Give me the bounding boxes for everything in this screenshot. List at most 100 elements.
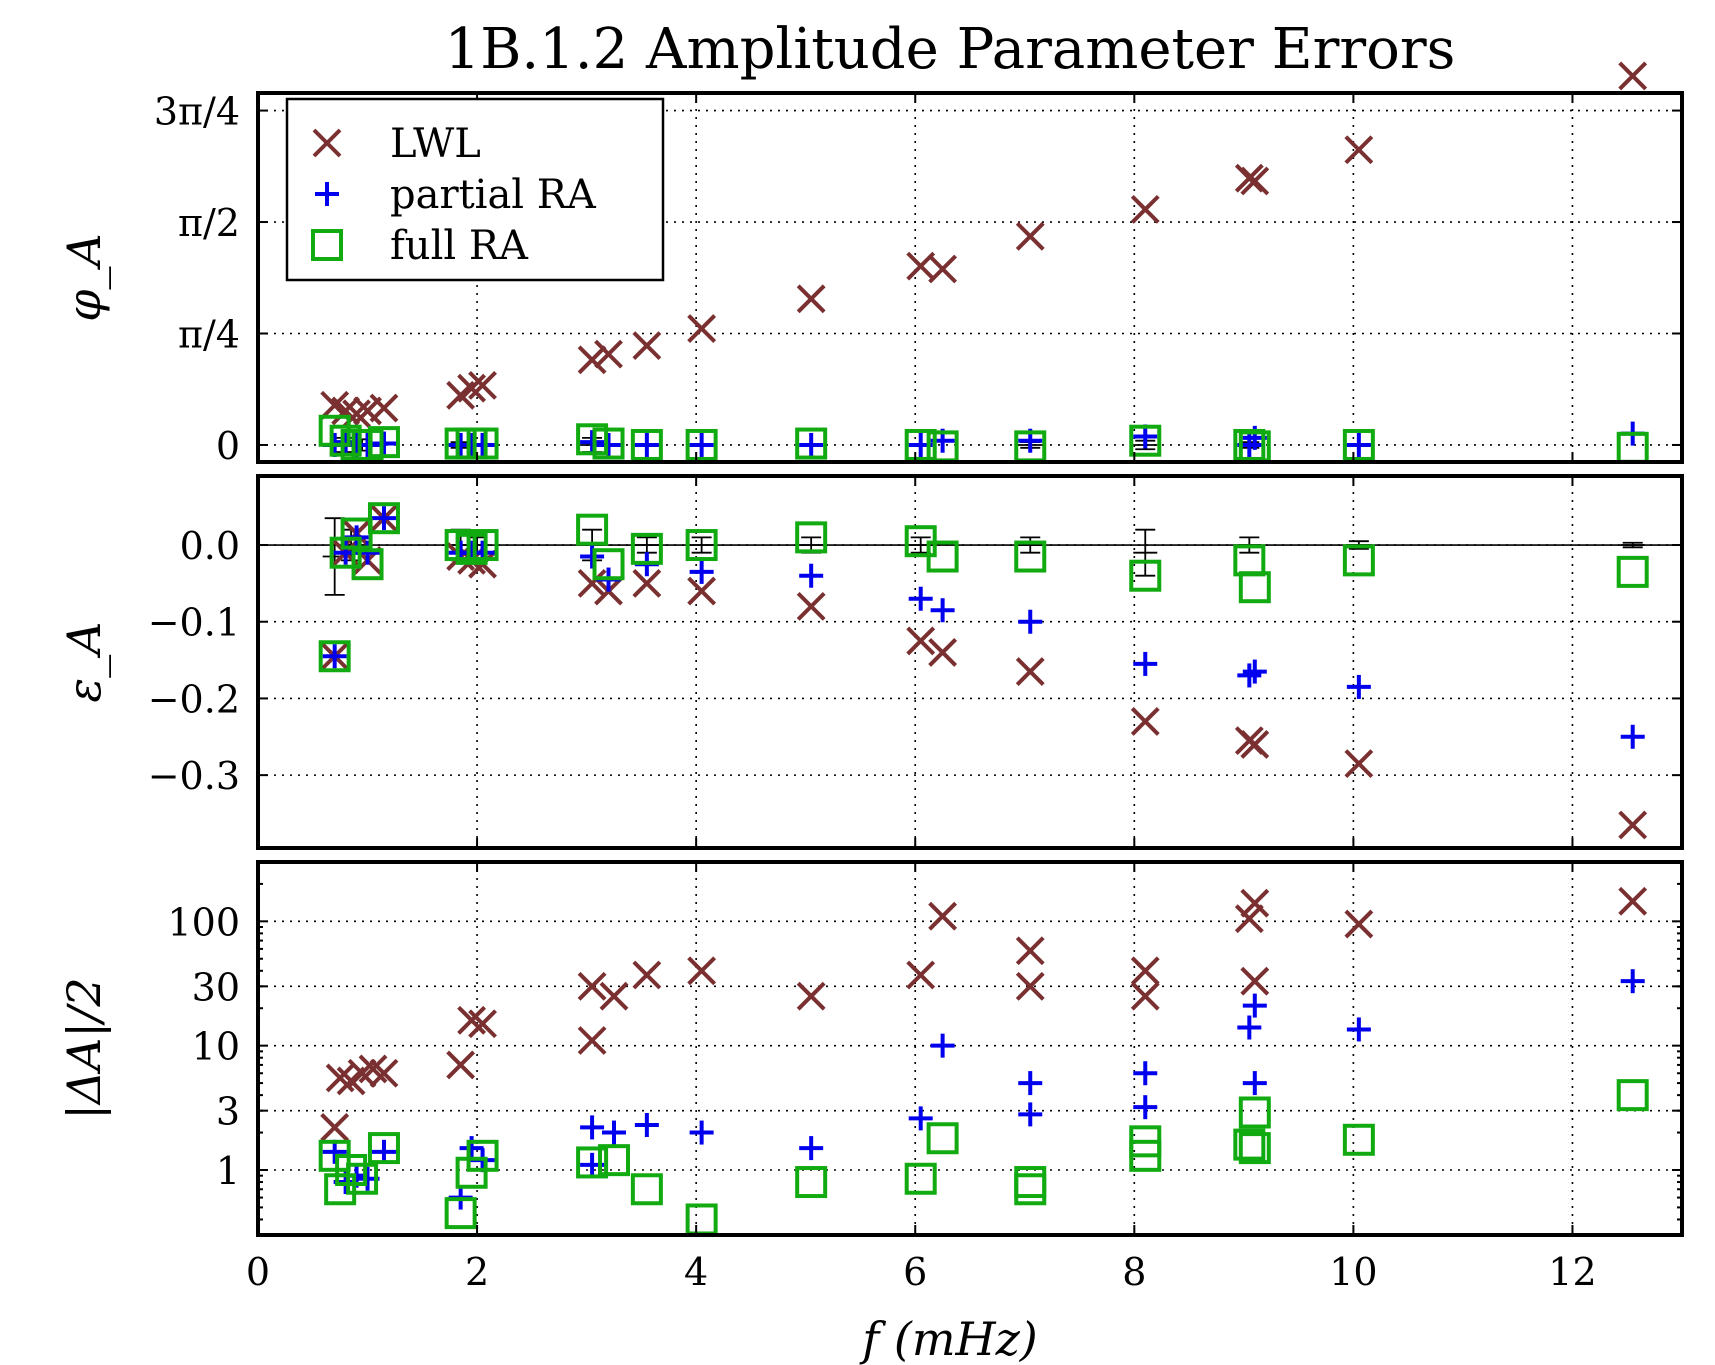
- series-lwl-phi: [320, 61, 1648, 429]
- data-point-lwl-stroke-b: [1015, 221, 1045, 251]
- legend-marker-lwl: [312, 128, 342, 158]
- data-point-full-ra: [466, 427, 499, 460]
- y-tick-label: 3: [216, 1090, 240, 1134]
- data-point-full-ra: [346, 1162, 379, 1195]
- data-point-lwl-stroke-b: [320, 390, 350, 420]
- panel-dA-frame: [256, 860, 1684, 1237]
- data-point-partial-ra: [1237, 1015, 1262, 1040]
- data-point-partial-ra: [1346, 674, 1371, 699]
- data-point-full-ra: [1014, 540, 1047, 573]
- data-point-lwl: [468, 1009, 497, 1039]
- data-point-lwl-stroke-b: [468, 370, 497, 400]
- data-point-lwl: [632, 568, 662, 598]
- data-point-lwl: [928, 901, 958, 931]
- data-point-partial-ra: [1620, 724, 1645, 749]
- data-point-partial-ra: [689, 1120, 714, 1145]
- legend: LWL partial RA full RA: [285, 97, 665, 282]
- data-point-partial-ra: [371, 506, 396, 531]
- data-point-lwl-stroke-b: [1618, 810, 1648, 840]
- chart-title: 1B.1.2 Amplitude Parameter Errors: [445, 17, 1456, 82]
- data-point-lwl: [687, 314, 717, 344]
- panel-eps: 0.0 −0.1 −0.2 −0.3 ε_A: [57, 474, 1684, 850]
- data-point-lwl: [928, 254, 958, 284]
- data-point-partial-ra: [689, 432, 714, 457]
- data-point-full-ra: [576, 423, 609, 456]
- data-point-lwl: [796, 981, 826, 1011]
- panel-phi-frame: [256, 91, 1684, 464]
- data-point-partial-ra: [930, 1033, 955, 1058]
- data-point-lwl-stroke-b: [928, 254, 958, 284]
- data-point-full-ra: [329, 536, 362, 569]
- legend-marker-full-ra: [311, 229, 343, 261]
- data-point-full-ra: [630, 532, 663, 565]
- data-point-lwl: [1015, 221, 1045, 251]
- series-partial-ra-phi: [322, 421, 1645, 457]
- data-point-lwl: [1240, 888, 1270, 918]
- legend-label: full RA: [390, 223, 529, 269]
- data-point-partial-ra: [1018, 1071, 1043, 1096]
- data-point-lwl: [632, 331, 662, 361]
- y-tick-label: 30: [192, 965, 240, 1009]
- data-point-lwl-stroke-b: [1344, 909, 1374, 939]
- data-point-full-ra: [367, 426, 400, 459]
- y-tick-label: 100: [167, 900, 240, 944]
- series-full-ra-eps: [318, 502, 1649, 673]
- data-point-lwl-stroke-b: [1344, 135, 1374, 165]
- data-point-lwl: [1618, 810, 1648, 840]
- y-tick-label: −0.2: [148, 677, 240, 721]
- data-point-lwl-stroke-b: [468, 1009, 497, 1039]
- y-tick-label: 10: [192, 1025, 240, 1069]
- data-point-lwl: [1344, 749, 1374, 779]
- data-point-lwl-stroke-b: [687, 576, 717, 606]
- y-tick-label: π/2: [178, 201, 240, 245]
- data-point-full-ra: [630, 428, 663, 461]
- data-point-partial-ra: [459, 1136, 484, 1161]
- data-point-partial-ra: [1133, 651, 1158, 676]
- data-point-lwl: [577, 1026, 607, 1055]
- data-point-lwl-stroke-b: [320, 1112, 350, 1142]
- data-point-partial-ra: [634, 432, 659, 457]
- data-point-lwl: [1234, 904, 1264, 934]
- y-tick-label: 0: [216, 424, 240, 468]
- data-point-lwl-stroke-b: [325, 1063, 355, 1093]
- data-point-full-ra: [1014, 1166, 1047, 1199]
- data-point-lwl-stroke-b: [594, 339, 623, 369]
- data-point-lwl-stroke-b: [928, 637, 958, 667]
- panel-dA-grid: [258, 862, 1682, 1235]
- y-tick-label: π/4: [178, 313, 240, 357]
- data-point-lwl-stroke-b: [1240, 888, 1270, 918]
- data-point-lwl-stroke-b: [1240, 730, 1270, 759]
- data-point-partial-ra: [1346, 1017, 1371, 1042]
- data-point-full-ra: [1233, 1128, 1266, 1161]
- data-point-lwl-stroke-b: [796, 591, 826, 621]
- data-point-full-ra: [351, 548, 384, 581]
- data-point-full-ra: [324, 1173, 357, 1206]
- data-point-partial-ra: [602, 1120, 626, 1145]
- data-point-lwl: [796, 284, 826, 314]
- data-point-lwl-stroke-b: [1240, 966, 1270, 996]
- data-point-partial-ra: [322, 644, 347, 669]
- data-point-lwl: [906, 626, 936, 656]
- data-point-lwl-stroke-b: [1344, 749, 1374, 779]
- data-point-lwl: [1015, 971, 1045, 1001]
- data-point-lwl-stroke-b: [1130, 956, 1160, 986]
- data-point-lwl-stroke-b: [632, 568, 662, 598]
- data-point-lwl-stroke-b: [1618, 61, 1648, 91]
- data-point-lwl: [1344, 909, 1374, 939]
- data-point-full-ra: [1129, 1139, 1162, 1172]
- data-point-lwl-stroke-b: [1618, 886, 1648, 916]
- data-point-lwl-stroke-b: [369, 393, 399, 423]
- y-tick-label: 1: [216, 1149, 240, 1193]
- data-point-lwl: [796, 591, 826, 621]
- data-point-full-ra: [685, 428, 718, 461]
- legend-label: partial RA: [390, 172, 597, 218]
- data-point-full-ra: [685, 529, 718, 562]
- data-point-full-ra: [455, 532, 488, 565]
- data-point-lwl: [599, 981, 629, 1011]
- data-point-full-ra: [598, 1144, 630, 1177]
- data-point-lwl-stroke-b: [369, 1058, 399, 1088]
- data-point-full-ra: [444, 529, 477, 562]
- data-point-partial-ra: [580, 1115, 605, 1140]
- y-tick-label: 0.0: [180, 524, 240, 568]
